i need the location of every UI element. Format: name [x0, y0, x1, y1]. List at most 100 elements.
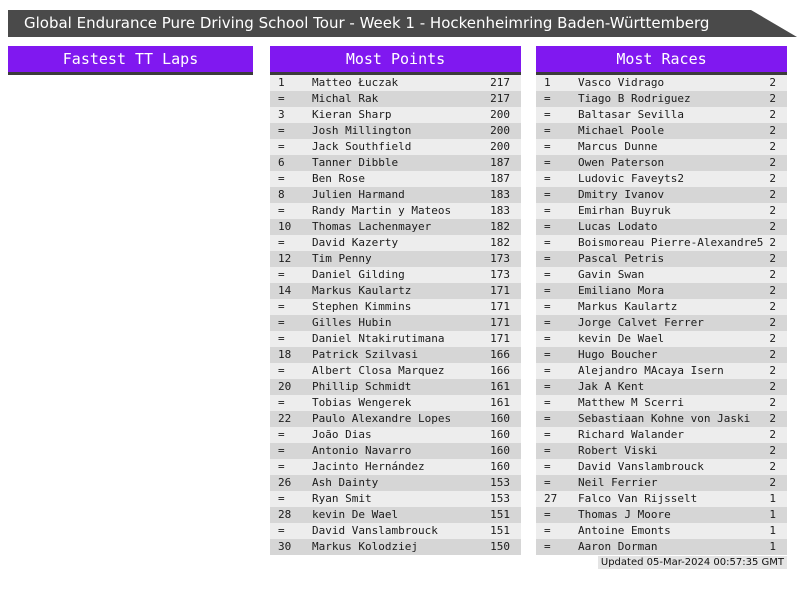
row-value: 200 [490, 108, 510, 121]
table-row: 8 Julien Harmand 183 [270, 187, 521, 203]
row-value: 2 [769, 284, 776, 297]
row-name: Patrick Szilvasi [312, 348, 418, 361]
row-value: 161 [490, 380, 510, 393]
row-rank: = [544, 460, 551, 473]
table-row: 30 Markus Kolodziej 150 [270, 539, 521, 555]
row-rank: 22 [278, 412, 292, 425]
row-value: 171 [490, 332, 510, 345]
table-row: = Alejandro MAcaya Isern 2 [536, 363, 787, 379]
row-rank: 27 [544, 492, 558, 505]
table-row: 26 Ash Dainty 153 [270, 475, 521, 491]
table-row: = Markus Kaulartz 2 [536, 299, 787, 315]
row-name: Thomas Lachenmayer [312, 220, 432, 233]
page-title: Global Endurance Pure Driving School Tou… [24, 14, 710, 32]
table-row: = Ryan Smit 153 [270, 491, 521, 507]
row-value: 187 [490, 172, 510, 185]
row-name: Randy Martin y Mateos [312, 204, 452, 217]
row-rank: = [544, 108, 551, 121]
row-rank: = [278, 444, 285, 457]
row-rank: = [544, 396, 551, 409]
row-name: Paulo Alexandre Lopes [312, 412, 452, 425]
row-value: 1 [769, 540, 776, 553]
row-rank: 28 [278, 508, 292, 521]
row-name: Daniel Gilding [312, 268, 405, 281]
row-value: 171 [490, 284, 510, 297]
row-name: David Vanslambrouck [578, 460, 704, 473]
row-value: 2 [769, 476, 776, 489]
row-name: Marcus Dunne [578, 140, 658, 153]
row-value: 182 [490, 220, 510, 233]
row-name: Daniel Ntakirutimana [312, 332, 445, 345]
table-row: 14 Markus Kaulartz 171 [270, 283, 521, 299]
row-value: 217 [490, 76, 510, 89]
row-value: 153 [490, 476, 510, 489]
table-row: = Tiago B Rodriguez 2 [536, 91, 787, 107]
row-value: 200 [490, 124, 510, 137]
row-value: 151 [490, 508, 510, 521]
table-row: = Robert Viski 2 [536, 443, 787, 459]
table-row: 1 Matteo Łuczak 217 [270, 75, 521, 91]
row-rank: = [544, 332, 551, 345]
column-body-most-races: 1 Vasco Vidrago 2 = Tiago B Rodriguez 2 = Balta… [536, 75, 787, 555]
row-value: 160 [490, 460, 510, 473]
table-row: = Albert Closa Marquez 166 [270, 363, 521, 379]
row-value: 160 [490, 428, 510, 441]
table-row: = Emiliano Mora 2 [536, 283, 787, 299]
table-row: = Daniel Gilding 173 [270, 267, 521, 283]
row-value: 217 [490, 92, 510, 105]
table-row: = Baltasar Sevilla 2 [536, 107, 787, 123]
row-value: 171 [490, 316, 510, 329]
table-row: 18 Patrick Szilvasi 166 [270, 347, 521, 363]
row-rank: = [544, 476, 551, 489]
table-row: = Neil Ferrier 2 [536, 475, 787, 491]
table-row: = Richard Walander 2 [536, 427, 787, 443]
table-row: = Ludovic Faveyts2 2 [536, 171, 787, 187]
row-value: 151 [490, 524, 510, 537]
table-row: = Matthew M Scerri 2 [536, 395, 787, 411]
row-rank: = [278, 172, 285, 185]
table-row: = Michael Poole 2 [536, 123, 787, 139]
row-value: 2 [769, 460, 776, 473]
table-row: = Lucas Lodato 2 [536, 219, 787, 235]
row-rank: = [544, 348, 551, 361]
row-name: Thomas J Moore [578, 508, 671, 521]
table-row: = Josh Millington 200 [270, 123, 521, 139]
row-rank: = [544, 236, 551, 249]
table-row: = Antonio Navarro 160 [270, 443, 521, 459]
row-name: Michael Poole [578, 124, 665, 137]
row-rank: = [544, 268, 551, 281]
row-rank: = [278, 204, 285, 217]
row-name: kevin De Wael [578, 332, 665, 345]
row-name: Neil Ferrier [578, 476, 658, 489]
row-name: Falco Van Rijsselt [578, 492, 698, 505]
column-header-most-races: Most Races [536, 46, 787, 75]
row-value: 2 [769, 332, 776, 345]
row-rank: = [544, 412, 551, 425]
row-name: Ben Rose [312, 172, 365, 185]
row-rank: 10 [278, 220, 292, 233]
row-value: 2 [769, 140, 776, 153]
row-rank: = [544, 92, 551, 105]
row-rank: = [544, 300, 551, 313]
row-name: Albert Closa Marquez [312, 364, 445, 377]
row-rank: = [278, 364, 285, 377]
row-name: Gavin Swan [578, 268, 645, 281]
row-value: 2 [769, 412, 776, 425]
row-value: 182 [490, 236, 510, 249]
row-rank: = [544, 252, 551, 265]
row-rank: = [278, 332, 285, 345]
row-name: Matteo Łuczak [312, 76, 399, 89]
table-row: = Stephen Kimmins 171 [270, 299, 521, 315]
row-value: 200 [490, 140, 510, 153]
row-rank: = [278, 524, 285, 537]
table-row: 22 Paulo Alexandre Lopes 160 [270, 411, 521, 427]
row-name: Lucas Lodato [578, 220, 658, 233]
row-name: Markus Kaulartz [312, 284, 412, 297]
row-rank: 30 [278, 540, 292, 553]
row-value: 2 [769, 444, 776, 457]
row-value: 1 [769, 492, 776, 505]
row-value: 2 [769, 364, 776, 377]
row-name: Hugo Boucher [578, 348, 658, 361]
row-name: Gilles Hubin [312, 316, 392, 329]
updated-timestamp: Updated 05-Mar-2024 00:57:35 GMT [597, 556, 787, 569]
